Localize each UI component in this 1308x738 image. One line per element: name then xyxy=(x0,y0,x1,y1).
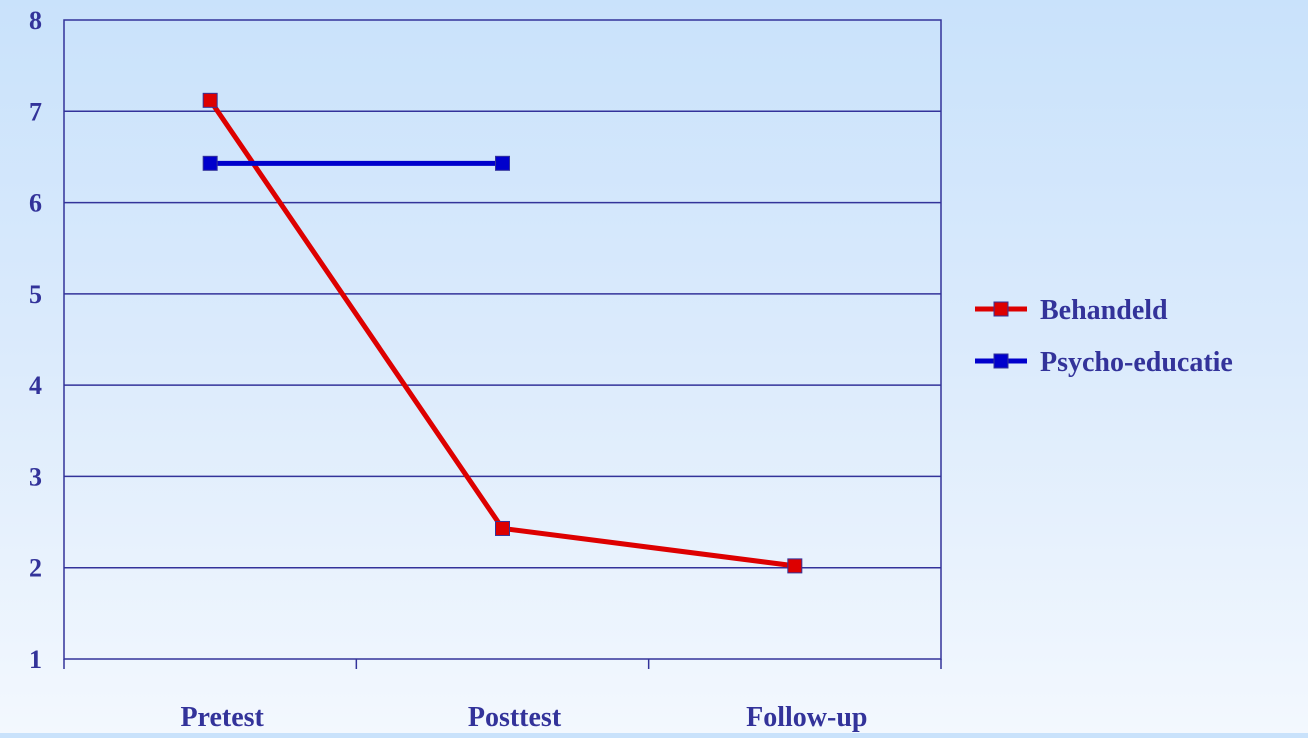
y-tick-label: 8 xyxy=(29,6,42,35)
y-tick-label: 2 xyxy=(29,554,42,583)
legend-item: Psycho-educatie xyxy=(975,347,1233,378)
legend: Behandeld Psycho-educatie xyxy=(975,295,1233,378)
data-point-marker xyxy=(495,155,510,171)
legend-marker-swatch xyxy=(993,353,1009,369)
x-tick-label: Posttest xyxy=(468,702,562,733)
legend-marker-swatch xyxy=(993,301,1009,317)
y-tick-label: 5 xyxy=(29,280,42,309)
legend-item: Behandeld xyxy=(975,295,1168,326)
plot-area-border xyxy=(63,19,942,660)
y-tick-label: 3 xyxy=(29,462,42,491)
y-tick-label: 1 xyxy=(29,645,42,674)
y-tick-label: 7 xyxy=(29,97,42,126)
y-tick-label: 6 xyxy=(29,189,42,218)
series-behandeld xyxy=(202,92,803,574)
legend-label: Behandeld xyxy=(1040,295,1168,326)
x-tick-label: Pretest xyxy=(180,702,264,733)
data-point-marker xyxy=(202,155,218,171)
data-point-marker xyxy=(787,558,803,574)
axes: 1 2 3 4 5 6 7 8 Pretest Posttest Follow-up xyxy=(29,6,942,733)
x-tick-label: Follow-up xyxy=(746,702,867,733)
y-tick-label: 4 xyxy=(29,371,42,400)
series-psycho-educatie xyxy=(202,155,510,171)
data-point-marker xyxy=(202,92,218,108)
data-point-marker xyxy=(495,520,510,536)
series-lines xyxy=(202,92,803,574)
grid-lines xyxy=(64,110,941,569)
legend-label: Psycho-educatie xyxy=(1040,347,1233,378)
